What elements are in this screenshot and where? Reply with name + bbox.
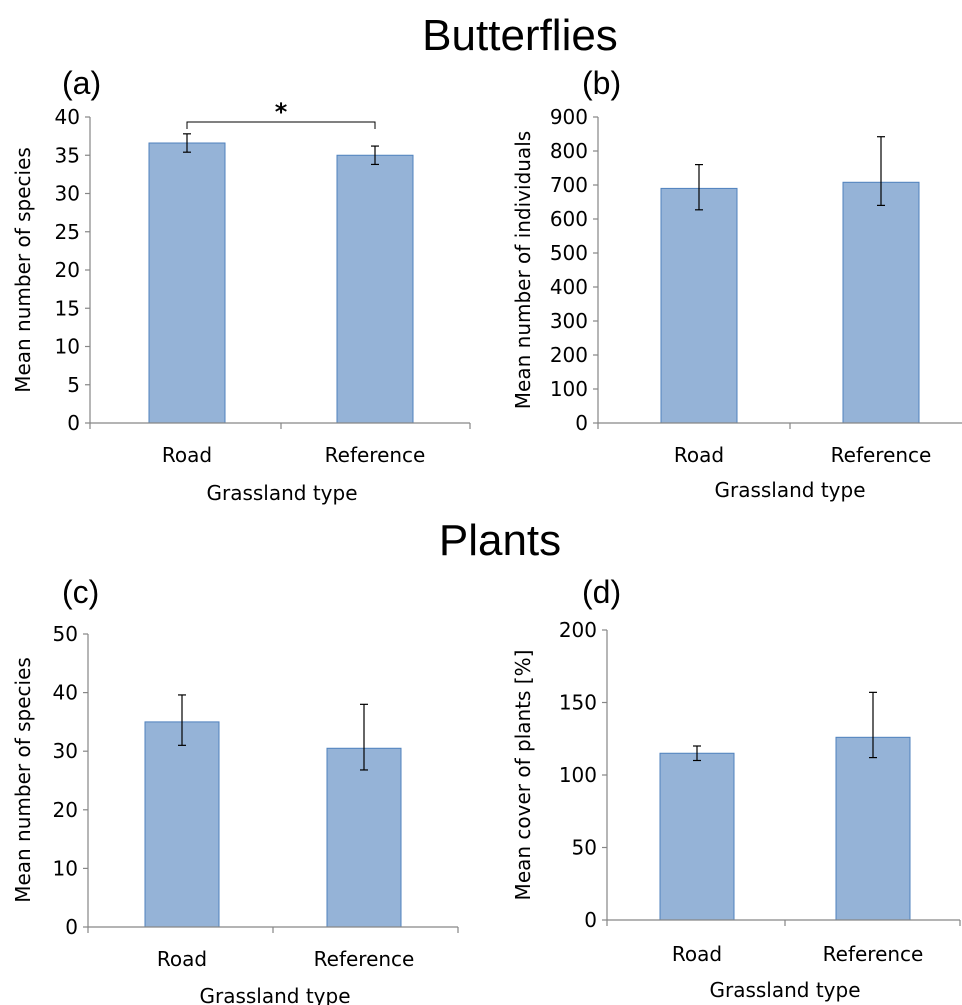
y-tick-label: 30 [53, 739, 78, 763]
y-tick-label: 35 [55, 143, 80, 167]
x-category-label: Road [162, 443, 212, 467]
x-axis-title: Grassland type [206, 481, 357, 505]
y-tick-label: 20 [53, 798, 78, 822]
panel-label: (a) [62, 65, 101, 101]
y-tick-label: 500 [550, 241, 588, 265]
chart-panel-4: (d) 0 50 100 150 200 Road Reference Grassland ty… [511, 574, 961, 1002]
section-title-plants: Plants [439, 516, 561, 565]
y-tick-label: 0 [65, 915, 78, 939]
panel-label: (c) [62, 574, 99, 610]
y-tick-label: 15 [55, 296, 80, 320]
y-tick-label: 50 [572, 836, 597, 860]
chart-panel-1: (a) 0 5 10 15 20 25 30 35 40 Road Reference Grasslan… [11, 65, 471, 505]
y-tick-label: 300 [550, 309, 588, 333]
x-category-label: Reference [831, 443, 932, 467]
y-tick-label: 0 [584, 908, 597, 932]
y-tick-label: 200 [550, 343, 588, 367]
y-tick-label: 20 [55, 258, 80, 282]
y-tick-label: 700 [550, 173, 588, 197]
y-tick-label: 600 [550, 207, 588, 231]
y-tick-label: 40 [55, 105, 80, 129]
bar-road [144, 721, 220, 928]
y-tick-label: 25 [55, 220, 80, 244]
y-tick-label: 900 [550, 105, 588, 129]
y-tick-label: 10 [53, 856, 78, 880]
chart-panel-2: (b) 0 100 200 300 400 500 600 700 800 900 Road Refer… [511, 65, 962, 502]
y-tick-label: 30 [55, 182, 80, 206]
x-category-label: Road [672, 942, 722, 966]
y-tick-label: 200 [559, 618, 597, 642]
x-category-label: Road [674, 443, 724, 467]
bar-road [659, 752, 735, 921]
y-tick-label: 400 [550, 275, 588, 299]
y-axis-title: Mean number of individuals [511, 131, 535, 409]
y-tick-label: 150 [559, 691, 597, 715]
y-tick-label: 0 [67, 411, 80, 435]
x-category-label: Reference [325, 443, 426, 467]
x-axis-title: Grassland type [709, 978, 860, 1002]
significance-star: * [275, 98, 288, 126]
y-tick-label: 40 [53, 681, 78, 705]
bar-reference [326, 747, 402, 928]
y-axis-title: Mean cover of plants [%] [511, 650, 535, 901]
x-category-label: Reference [314, 947, 415, 971]
section-title-butterflies: Butterflies [422, 11, 618, 60]
y-tick-label: 10 [55, 335, 80, 359]
x-axis-title: Grassland type [714, 478, 865, 502]
panel-label: (b) [582, 65, 621, 101]
y-tick-label: 0 [575, 411, 588, 435]
y-axis-title: Mean number of species [11, 147, 35, 393]
x-category-label: Reference [823, 942, 924, 966]
panel-label: (d) [582, 574, 621, 610]
chart-panel-3: (c) 0 10 20 30 40 50 Road Reference Grassland typ… [11, 574, 459, 1005]
y-tick-label: 100 [550, 377, 588, 401]
bar-reference [835, 736, 911, 921]
bar-reference [336, 154, 414, 424]
y-tick-label: 800 [550, 139, 588, 163]
x-category-label: Road [157, 947, 207, 971]
significance-bracket [186, 121, 376, 129]
bar-reference [842, 181, 920, 424]
y-tick-label: 5 [67, 373, 80, 397]
bar-road [148, 142, 226, 424]
y-tick-label: 50 [53, 622, 78, 646]
bar-road [660, 187, 738, 424]
y-axis-title: Mean number of species [11, 657, 35, 903]
x-axis-title: Grassland type [199, 984, 350, 1005]
y-tick-label: 100 [559, 763, 597, 787]
